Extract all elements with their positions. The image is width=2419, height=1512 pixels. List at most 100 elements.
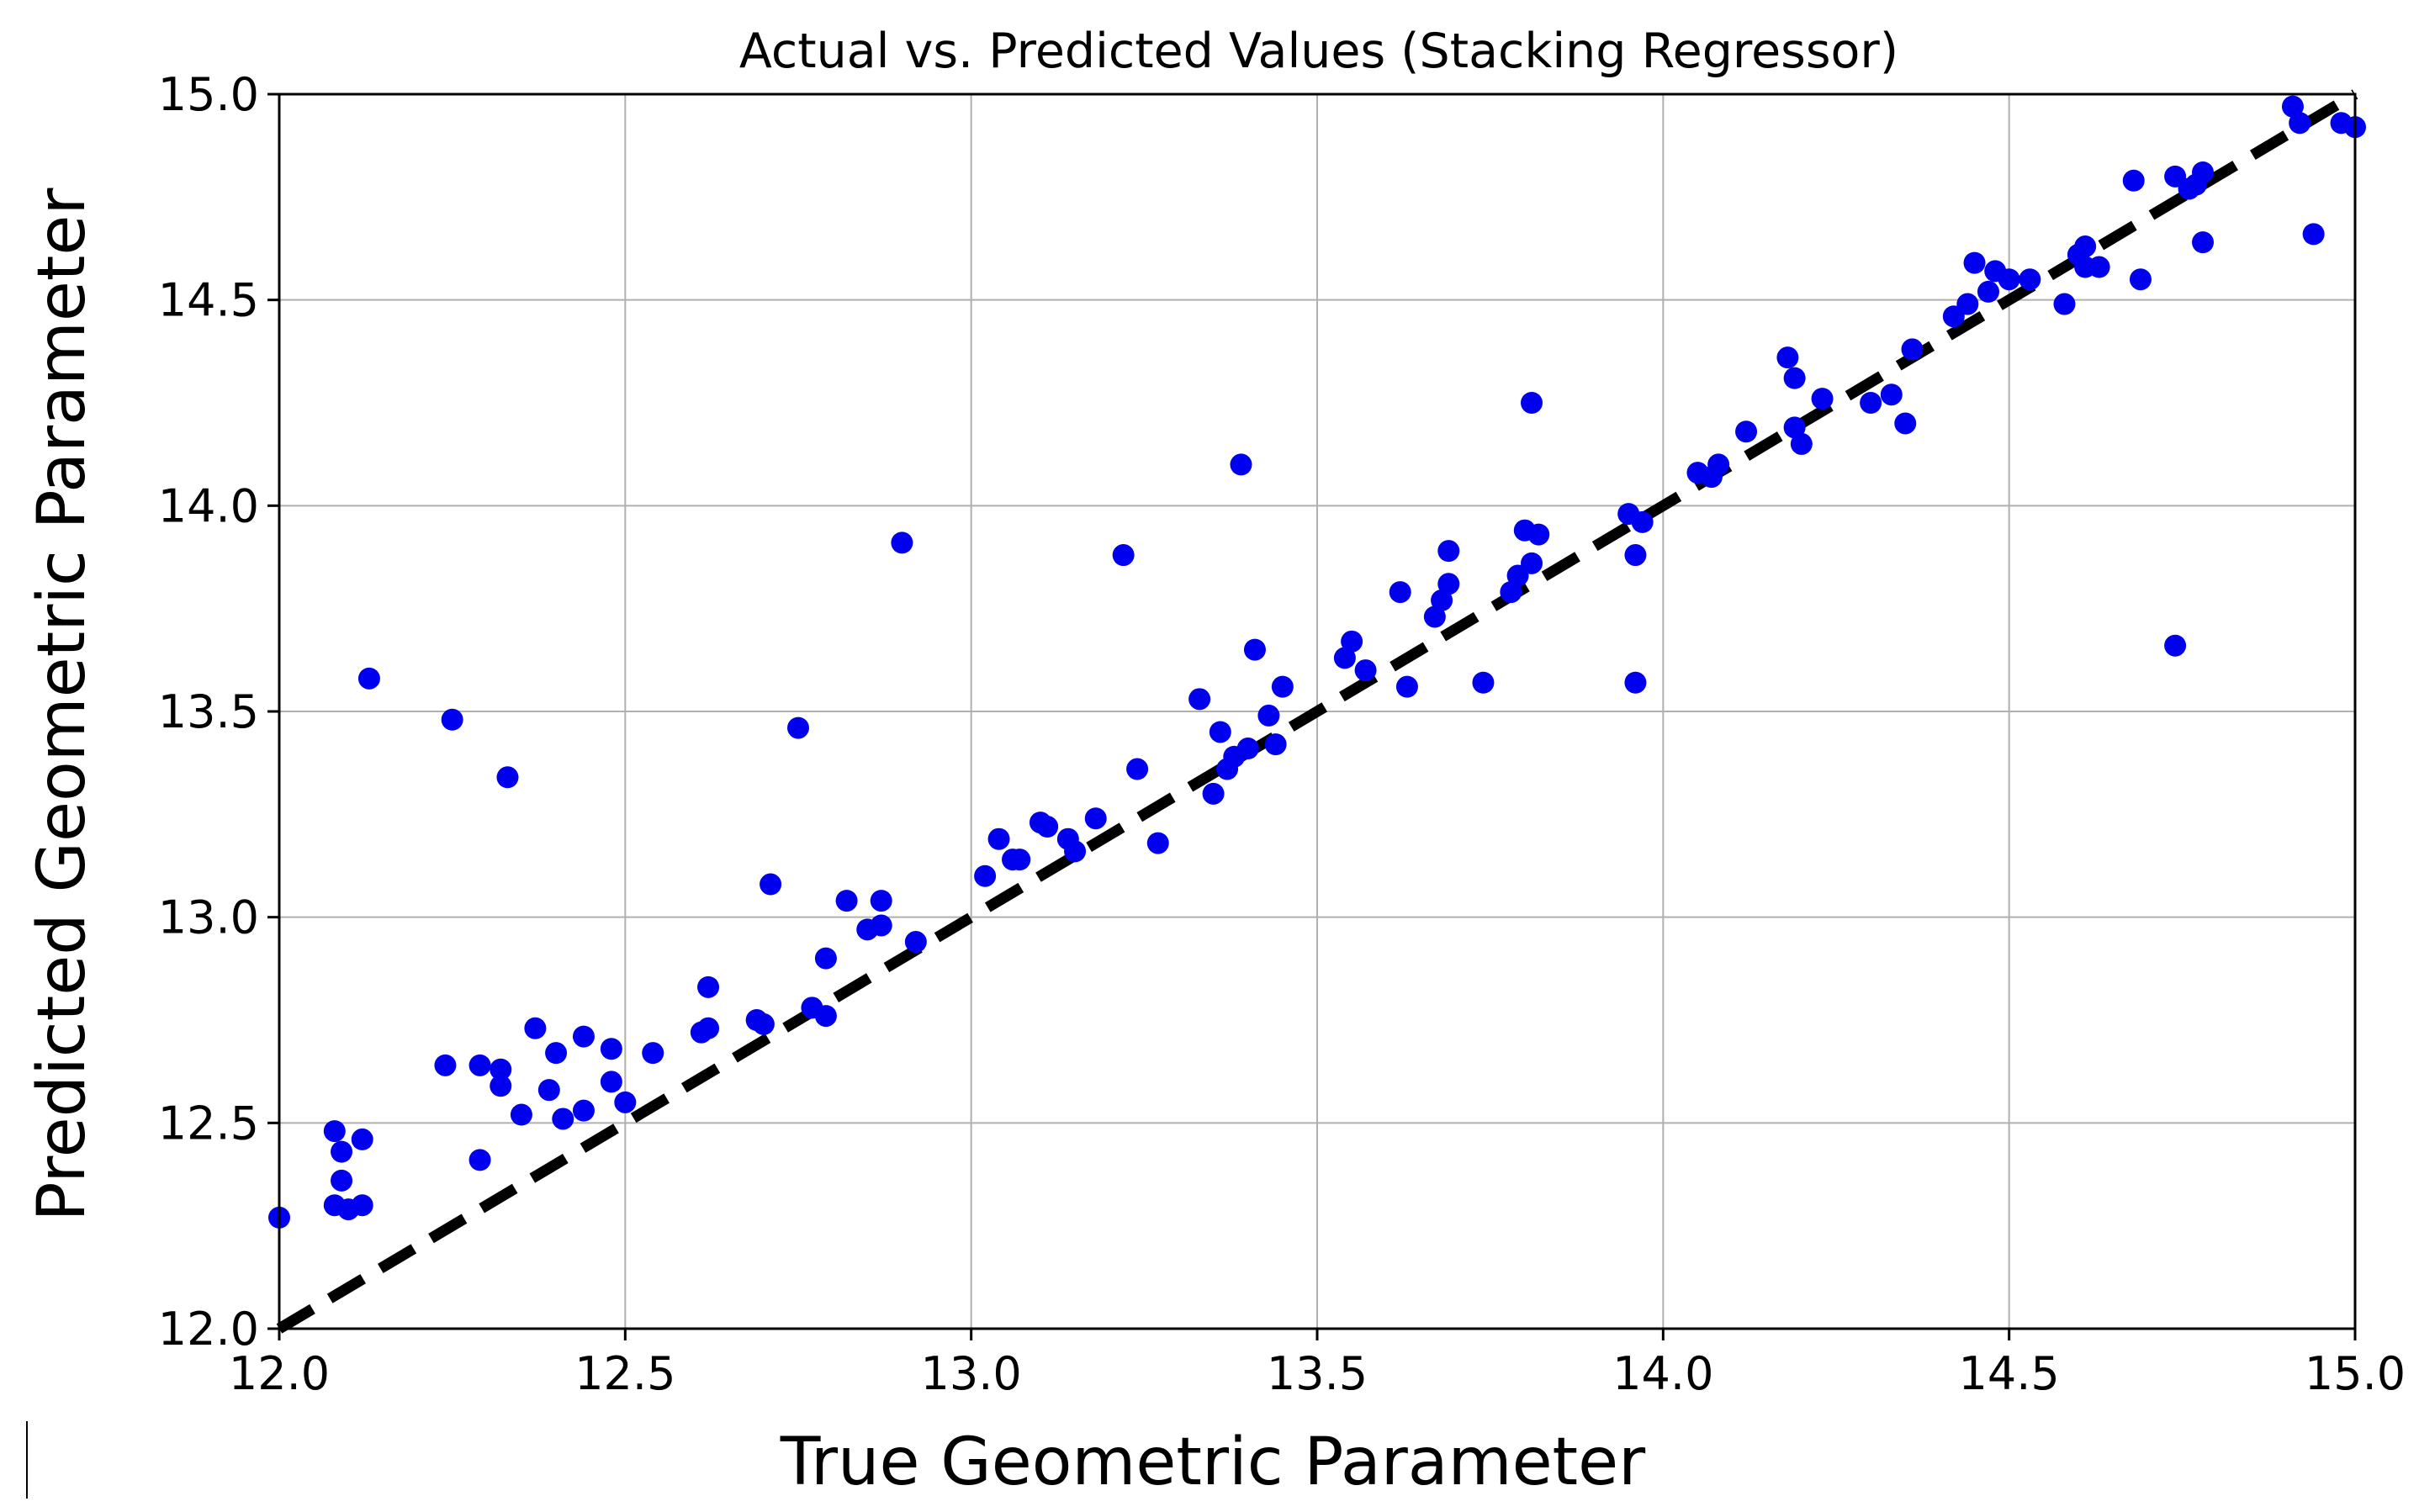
data-point xyxy=(1230,453,1252,476)
data-points xyxy=(268,95,2366,1229)
data-point xyxy=(1790,432,1813,455)
data-point xyxy=(2122,169,2145,192)
x-tick-label: 14.5 xyxy=(1959,1347,2060,1400)
y-tick-label: 14.5 xyxy=(158,274,259,327)
x-tick-label: 14.0 xyxy=(1612,1347,1713,1400)
data-point xyxy=(1437,540,1460,563)
x-tick-label: 12.0 xyxy=(229,1347,330,1400)
data-point xyxy=(1395,675,1418,698)
data-point xyxy=(1333,647,1356,669)
x-axis-label: True Geometric Parameter xyxy=(780,1425,1646,1500)
data-point xyxy=(1236,737,1259,760)
data-point xyxy=(1341,630,1363,653)
data-point xyxy=(1084,807,1107,830)
y-tick-label: 12.0 xyxy=(158,1303,259,1356)
data-point xyxy=(2192,231,2215,254)
data-point xyxy=(1776,346,1799,369)
data-point xyxy=(1521,552,1543,574)
data-point xyxy=(2053,293,2076,315)
data-point xyxy=(1202,782,1225,805)
data-point xyxy=(524,1017,547,1039)
data-point xyxy=(697,975,720,998)
data-point xyxy=(510,1103,532,1126)
data-point xyxy=(835,890,858,912)
data-point xyxy=(572,1025,595,1048)
reference-line xyxy=(276,89,2358,1334)
x-tick-label: 13.5 xyxy=(1267,1347,1368,1400)
data-point xyxy=(2302,223,2325,246)
data-point xyxy=(870,890,892,912)
data-point xyxy=(1527,523,1550,546)
data-point xyxy=(2129,268,2152,291)
data-point xyxy=(814,947,837,970)
data-point xyxy=(1146,832,1169,854)
data-point xyxy=(1977,280,1999,303)
x-axis-ticks: 12.0 12.5 13.0 13.5 14.0 14.5 15.0 xyxy=(229,1329,2406,1400)
y-tick-label: 13.0 xyxy=(158,891,259,944)
data-point xyxy=(1209,721,1231,743)
data-point xyxy=(1389,581,1411,604)
data-point xyxy=(814,1005,837,1028)
data-point xyxy=(600,1071,622,1093)
data-point xyxy=(752,1012,775,1035)
data-point xyxy=(614,1091,637,1113)
data-point xyxy=(600,1038,622,1060)
chart-title: Actual vs. Predicted Values (Stacking Re… xyxy=(739,24,1898,79)
data-point xyxy=(1624,671,1647,694)
y-tick-label: 14.0 xyxy=(158,479,259,532)
data-point xyxy=(2088,256,2110,278)
x-tick-label: 13.0 xyxy=(921,1347,1022,1400)
data-point xyxy=(351,1128,373,1150)
data-point xyxy=(323,1120,346,1143)
data-point xyxy=(2074,235,2097,258)
data-point xyxy=(490,1075,512,1097)
x-tick-label: 15.0 xyxy=(2305,1347,2406,1400)
data-point xyxy=(1008,849,1031,871)
data-point xyxy=(1783,416,1806,439)
data-point xyxy=(2281,95,2304,118)
data-point xyxy=(545,1042,568,1065)
data-point xyxy=(572,1099,595,1122)
data-point xyxy=(1811,388,1834,410)
data-point xyxy=(331,1169,353,1192)
data-point xyxy=(1036,816,1059,838)
data-point xyxy=(1112,544,1135,567)
data-point xyxy=(870,914,892,937)
data-point xyxy=(904,931,927,954)
data-point xyxy=(1472,671,1495,694)
data-point xyxy=(1437,573,1460,595)
data-point xyxy=(1956,293,1979,315)
data-point xyxy=(537,1079,560,1102)
data-point xyxy=(331,1140,353,1163)
data-point xyxy=(787,716,809,739)
data-point xyxy=(490,1058,512,1081)
data-point xyxy=(1783,367,1806,389)
data-point xyxy=(1064,840,1087,863)
data-point xyxy=(697,1017,720,1039)
data-point xyxy=(1500,581,1522,604)
data-point xyxy=(1860,392,1882,414)
y-tick-label: 12.5 xyxy=(158,1097,259,1150)
data-point xyxy=(1354,659,1377,682)
data-point xyxy=(1631,510,1654,533)
data-point xyxy=(2289,112,2311,135)
data-point xyxy=(987,827,1010,850)
data-point xyxy=(891,531,913,554)
y-tick-label: 13.5 xyxy=(158,685,259,738)
data-point xyxy=(1624,544,1647,567)
data-point xyxy=(1963,251,1986,274)
data-point xyxy=(1894,412,1917,435)
data-point xyxy=(1880,383,1903,406)
data-point xyxy=(1243,638,1266,661)
data-point xyxy=(1126,758,1149,780)
data-point xyxy=(1998,268,2020,291)
data-point xyxy=(1735,420,1758,443)
data-point xyxy=(1707,453,1730,476)
data-point xyxy=(1901,338,1924,361)
data-point xyxy=(1521,392,1543,414)
x-tick-label: 12.5 xyxy=(574,1347,675,1400)
data-point xyxy=(468,1054,491,1076)
data-point xyxy=(496,766,519,789)
data-point xyxy=(1431,589,1453,611)
